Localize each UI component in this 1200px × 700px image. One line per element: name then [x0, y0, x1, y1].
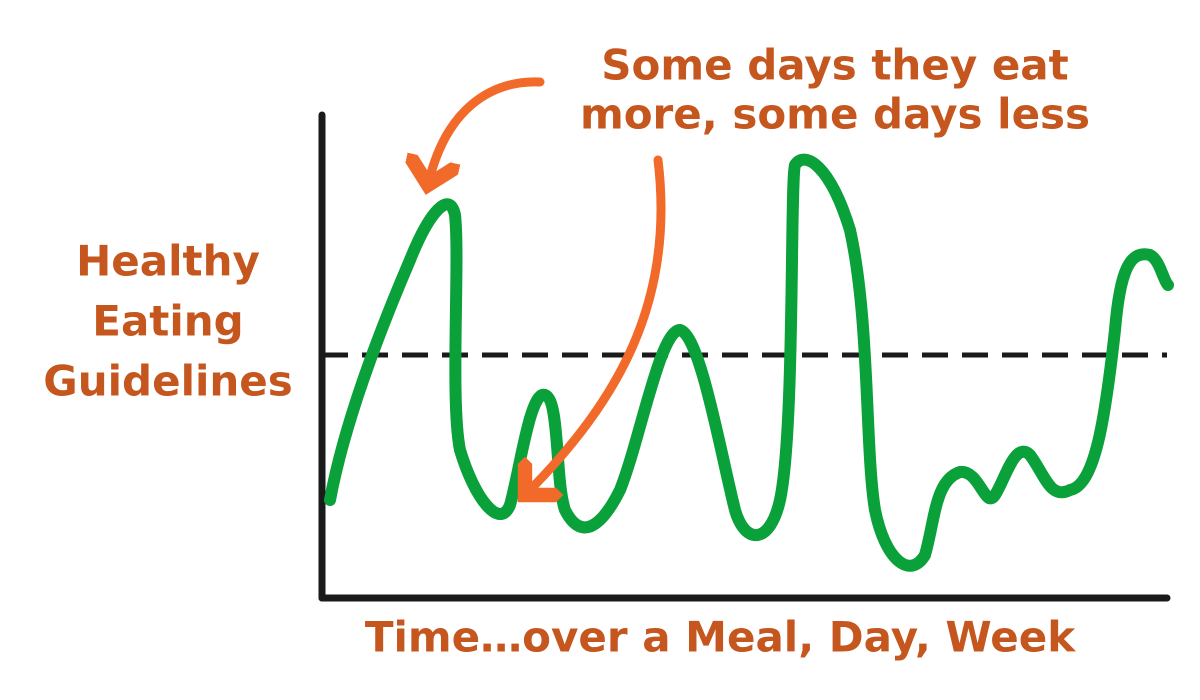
y-label-line: Eating	[92, 297, 243, 346]
x-label: Time…over a Meal, Day, Week	[365, 613, 1076, 662]
annotation-line: more, some days less	[580, 90, 1090, 139]
annotation-line: Some days they eat	[601, 41, 1068, 90]
arrow	[525, 155, 666, 495]
eating-curve	[324, 153, 1174, 572]
y-label-line: Healthy	[76, 237, 260, 286]
y-label-line: Guidelines	[43, 357, 293, 406]
arrow	[428, 77, 545, 185]
